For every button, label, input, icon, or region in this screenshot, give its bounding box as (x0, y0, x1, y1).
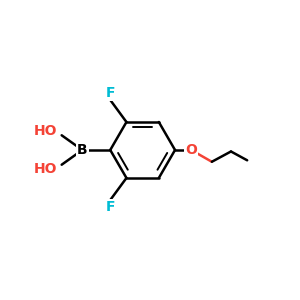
Text: O: O (185, 143, 197, 157)
Text: F: F (106, 86, 115, 100)
Text: F: F (106, 200, 115, 214)
Text: HO: HO (34, 162, 57, 176)
Text: HO: HO (34, 124, 57, 138)
Text: B: B (77, 143, 88, 157)
